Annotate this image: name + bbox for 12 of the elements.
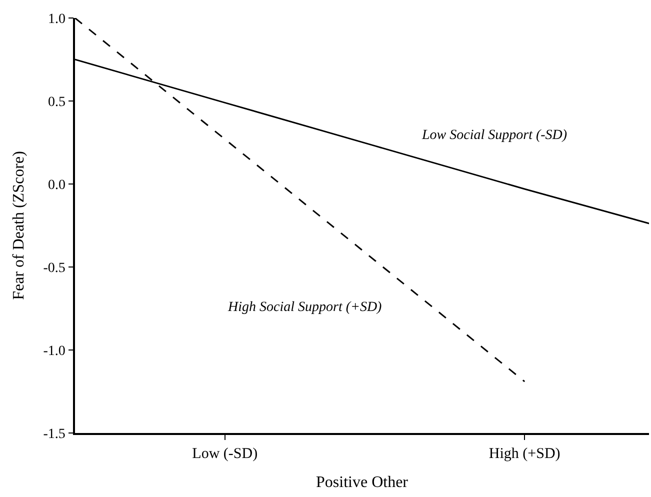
- y-tick-label: 0.5: [48, 94, 66, 110]
- x-tick-label: Low (-SD): [192, 446, 258, 462]
- y-tick-label: -1.5: [43, 426, 66, 442]
- y-tick-label: 0.0: [48, 178, 66, 193]
- y-axis-title: Fear of Death (ZScore): [10, 151, 28, 300]
- x-tick-label: High (+SD): [488, 446, 560, 462]
- annotation: High Social Support (+SD): [227, 300, 382, 315]
- annotation: Low Social Support (-SD): [421, 128, 568, 143]
- y-tick-label: -0.5: [43, 260, 66, 276]
- y-tick-label: 1.0: [48, 12, 66, 27]
- y-tick-label: -1.0: [43, 344, 66, 359]
- x-axis-title: Positive Other: [316, 474, 409, 491]
